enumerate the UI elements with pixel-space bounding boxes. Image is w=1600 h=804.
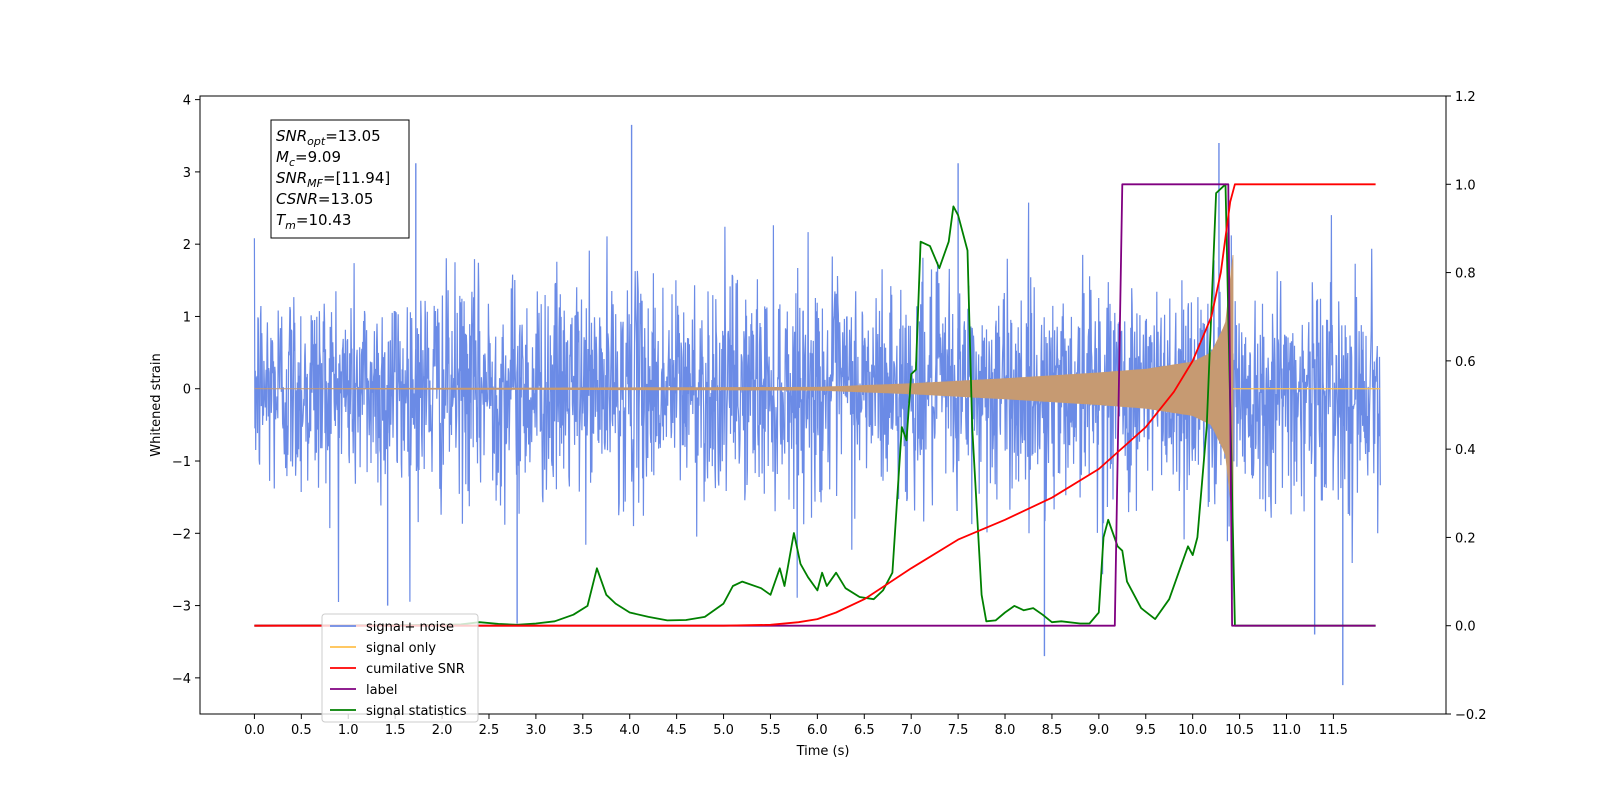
legend-entry: signal statistics — [366, 704, 467, 719]
x-tick-label: 10.5 — [1225, 723, 1254, 738]
y-left-tick-label: −1 — [172, 455, 191, 470]
x-tick-label: 9.0 — [1089, 723, 1110, 738]
x-tick-label: 11.0 — [1272, 723, 1301, 738]
legend-entry: signal+ noise — [366, 620, 454, 635]
x-tick-label: 2.5 — [479, 723, 500, 738]
series-label — [254, 183, 1376, 627]
series-signal-statistics — [254, 183, 1376, 627]
x-tick-label: 4.5 — [666, 723, 687, 738]
annotation-line: Mc=9.09 — [276, 148, 341, 169]
annotation-line: SNRMF=[11.94] — [276, 169, 390, 190]
y-axis-label: Whitened strain — [149, 353, 164, 456]
y-right-tick-label: 0.2 — [1455, 531, 1476, 546]
y-left-tick-label: −2 — [172, 527, 191, 542]
x-tick-label: 3.0 — [526, 723, 547, 738]
y-right-tick-label: −0.2 — [1455, 708, 1487, 723]
legend-entry: signal only — [366, 641, 436, 656]
x-tick-label: 9.5 — [1135, 723, 1156, 738]
y-right-tick-label: 0.8 — [1455, 267, 1476, 282]
y-left-tick-label: 0 — [183, 383, 191, 398]
annotation-box: SNRopt=13.05Mc=9.09SNRMF=[11.94]CSNR=13.… — [270, 119, 410, 239]
x-tick-label: 7.5 — [948, 723, 969, 738]
legend-entry: cumilative SNR — [366, 662, 465, 677]
series-cumilative-snr — [254, 183, 1376, 627]
x-tick-label: 0.5 — [291, 723, 312, 738]
legend-frame — [321, 613, 479, 723]
x-tick-label: 6.0 — [807, 723, 828, 738]
annotation-line: CSNR=13.05 — [276, 190, 373, 208]
x-tick-label: 8.5 — [1042, 723, 1063, 738]
x-tick-label: 8.0 — [995, 723, 1016, 738]
x-tick-label: 7.0 — [901, 723, 922, 738]
y-left-tick-label: 4 — [183, 94, 191, 109]
plot-frame — [199, 95, 1447, 715]
y-right-tick-label: 1.0 — [1455, 178, 1476, 193]
legend-entry: label — [366, 683, 397, 698]
x-tick-label: 6.5 — [854, 723, 875, 738]
plot-area — [253, 124, 1381, 686]
x-tick-label: 11.5 — [1319, 723, 1348, 738]
x-tick-label: 1.0 — [338, 723, 359, 738]
y-right-tick-label: 1.2 — [1455, 90, 1476, 105]
legend: signal+ noise signal only cumilative SNR la… — [321, 613, 479, 723]
axes: 0.0 0.5 1.0 1.5 2.0 2.5 3.0 3.5 4.0 4.5 5.0 5.5 6.0 6… — [172, 90, 1487, 738]
y-left-tick-label: −3 — [172, 600, 191, 615]
y-left-tick-label: −4 — [172, 672, 191, 687]
y-left-tick-label: 1 — [183, 310, 191, 325]
y-right-tick-label: 0.0 — [1455, 620, 1476, 635]
annotation-line: Tm=10.43 — [276, 211, 351, 232]
x-tick-label: 3.5 — [572, 723, 593, 738]
y-left-tick-label: 3 — [183, 166, 191, 181]
x-tick-label: 0.0 — [244, 723, 265, 738]
annotation-frame — [270, 119, 410, 239]
annotation-line: SNRopt=13.05 — [276, 127, 381, 148]
x-tick-label: 1.5 — [385, 723, 406, 738]
x-tick-label: 2.0 — [432, 723, 453, 738]
y-right-tick-label: 0.4 — [1455, 443, 1476, 458]
y-left-tick-label: 2 — [183, 238, 191, 253]
x-tick-label: 5.5 — [760, 723, 781, 738]
x-tick-label: 5.0 — [713, 723, 734, 738]
x-axis-label: Time (s) — [796, 744, 850, 759]
x-tick-label: 10.0 — [1178, 723, 1207, 738]
series-signal-only — [254, 254, 1234, 523]
x-tick-label: 4.0 — [619, 723, 640, 738]
y-right-tick-label: 0.6 — [1455, 355, 1476, 370]
